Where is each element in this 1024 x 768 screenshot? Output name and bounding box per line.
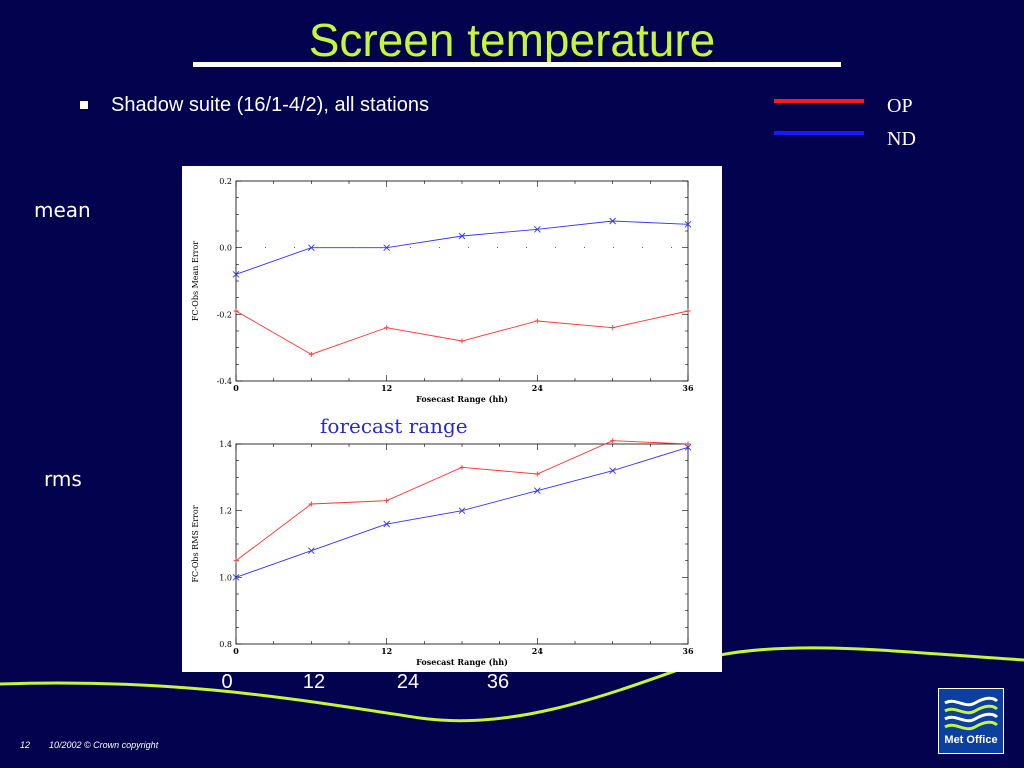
chart-1-xtick-label: 36 bbox=[682, 383, 694, 393]
chart-2-ytick-label: 1.0 bbox=[219, 573, 232, 582]
legend-line-op bbox=[774, 99, 864, 103]
bullet-text: Shadow suite (16/1-4/2), all stations bbox=[111, 94, 429, 116]
chart-1-x-axis-label: Fosecast Range (hh) bbox=[416, 394, 508, 404]
chart-1-ytick-label: 0.0 bbox=[219, 244, 232, 253]
chart-2-series-op-point bbox=[233, 558, 239, 564]
chart-2-series-op-point bbox=[384, 498, 390, 504]
chart-2-series-op-point bbox=[685, 441, 691, 447]
chart-2-xtick-label: 24 bbox=[532, 646, 544, 656]
chart-1-series-op-point bbox=[610, 325, 616, 331]
legend-line-nd bbox=[774, 131, 864, 135]
chart-1-xtick-label: 12 bbox=[381, 383, 392, 393]
chart-2-ytick-label: 1.2 bbox=[219, 507, 232, 516]
chart-1-series-op-point bbox=[384, 325, 390, 331]
chart-1-series-nd-point bbox=[609, 217, 616, 225]
chart-2-series-nd-point bbox=[458, 507, 466, 514]
chart-2-series-nd-point bbox=[609, 467, 616, 474]
chart-1-plot-frame bbox=[235, 180, 689, 382]
bullet-marker bbox=[80, 101, 88, 109]
chart-2-series-nd-point bbox=[684, 444, 692, 451]
logo-waves-icon bbox=[944, 696, 999, 731]
title-underline bbox=[193, 62, 841, 67]
bottom-tick-12: 12 bbox=[302, 671, 326, 693]
slide-title: Screen temperature bbox=[308, 14, 716, 66]
legend-label-nd: ND bbox=[887, 128, 916, 150]
chart-2-plot-frame bbox=[235, 443, 689, 645]
chart-1-series-op-point bbox=[534, 318, 540, 324]
chart-1-xtick-label: 24 bbox=[532, 383, 544, 393]
met-office-logo: Met Office bbox=[938, 688, 1004, 754]
chart-1-series-nd-point bbox=[534, 226, 541, 233]
rms-label: rms bbox=[44, 467, 82, 491]
chart-1-series-nd-line bbox=[235, 220, 689, 275]
legend-label-op: OP bbox=[887, 95, 913, 117]
chart-2-y-axis-label: FC-Obs RMS Error bbox=[191, 505, 200, 582]
bottom-tick-24: 24 bbox=[396, 671, 420, 693]
chart-1-series-op-point bbox=[233, 308, 239, 314]
chart-1-series-nd-point bbox=[458, 232, 466, 240]
chart-2-series-op-point bbox=[459, 464, 465, 470]
chart-2-x-axis-label: Fosecast Range (hh) bbox=[416, 657, 508, 667]
chart-1-xtick-label: 0 bbox=[233, 383, 239, 393]
chart-1-series-op-point bbox=[685, 308, 691, 314]
chart-1-series-nd-point bbox=[308, 244, 315, 251]
chart-1-series-nd-point bbox=[232, 271, 240, 278]
chart-2-series-nd-point bbox=[383, 520, 390, 528]
chart-2-series-op-point bbox=[610, 438, 616, 444]
chart-1-y-axis-label: FC-Obs Mean Error bbox=[191, 241, 200, 321]
chart-2-ytick-label: 1.4 bbox=[219, 440, 232, 449]
chart-2-series-nd-point bbox=[308, 547, 315, 554]
chart-1-series-op-point bbox=[459, 338, 465, 344]
chart-2-series-nd-point bbox=[534, 487, 541, 494]
mean-label: mean bbox=[34, 198, 91, 222]
chart-2-series-op-line bbox=[235, 440, 689, 562]
bottom-tick-0: 0 bbox=[221, 671, 233, 693]
chart-1-series-nd-point bbox=[383, 244, 390, 251]
chart-2-xtick-label: 36 bbox=[682, 646, 694, 656]
footer-copyright: 10/2002 © Crown copyright bbox=[49, 740, 159, 750]
chart-1-ytick-label: -0.4 bbox=[217, 377, 232, 386]
forecast-range-label: forecast range bbox=[318, 413, 470, 439]
chart-1-series-nd-point bbox=[684, 221, 692, 228]
chart-2-xtick-label: 0 bbox=[233, 646, 239, 656]
logo-text: Met Office bbox=[944, 734, 998, 746]
chart-1-ytick-label: 0.2 bbox=[219, 177, 232, 186]
page-number: 12 bbox=[20, 740, 31, 750]
chart-2-ytick-label: 0.8 bbox=[219, 640, 232, 649]
chart-1-series-op-point bbox=[308, 351, 314, 357]
charts-svg: -0.4 -0.2 0.0 0.2 0 12 24 36 Fosecast Range (hh)… bbox=[191, 177, 694, 667]
chart-2-series-op-point bbox=[534, 471, 540, 477]
bottom-tick-36: 36 bbox=[486, 671, 510, 693]
chart-1-ytick-label: -0.2 bbox=[217, 310, 232, 319]
chart-1-series-op-line bbox=[235, 310, 689, 355]
chart-2-series-nd-point bbox=[232, 574, 240, 581]
chart-2-xtick-label: 12 bbox=[381, 646, 392, 656]
chart-2-series-op-point bbox=[308, 501, 314, 507]
